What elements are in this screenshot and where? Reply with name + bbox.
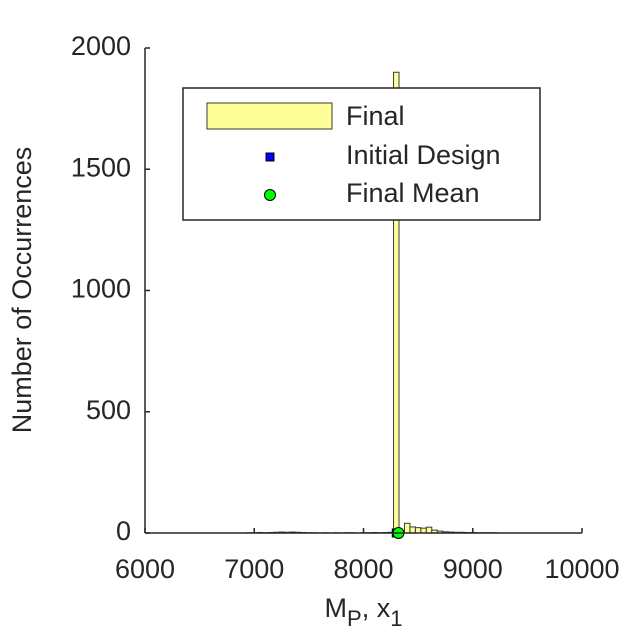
legend-label: Final Mean bbox=[346, 178, 480, 208]
x-axis-label: MP, x1 bbox=[325, 593, 403, 631]
x-tick-label: 6000 bbox=[115, 554, 175, 584]
legend-label: Initial Design bbox=[346, 140, 501, 170]
legend-marker bbox=[265, 152, 275, 162]
x-axis-label-part: M bbox=[325, 593, 348, 623]
legend-box bbox=[182, 87, 541, 221]
x-tick-label: 9000 bbox=[443, 554, 503, 584]
x-tick-label: 8000 bbox=[333, 554, 393, 584]
x-axis-label-part: , x bbox=[362, 593, 391, 623]
x-tick-label: 10000 bbox=[544, 554, 619, 584]
y-tick-label: 1500 bbox=[71, 152, 131, 182]
x-axis-label-part: P bbox=[347, 606, 362, 631]
y-axis-label: Number of Occurrences bbox=[7, 147, 37, 434]
x-tick-label: 7000 bbox=[224, 554, 284, 584]
bar bbox=[409, 526, 416, 534]
bar bbox=[425, 526, 433, 534]
bar bbox=[414, 527, 422, 534]
y-tick-label: 0 bbox=[116, 516, 131, 546]
x-axis-label-part: 1 bbox=[390, 606, 402, 631]
legend-label: Final bbox=[346, 101, 405, 131]
legend: Final Initial Design Final Mean bbox=[182, 87, 541, 221]
y-tick-label: 500 bbox=[86, 395, 131, 425]
bar bbox=[403, 522, 411, 534]
y-tick-label: 2000 bbox=[71, 31, 131, 61]
legend-marker bbox=[264, 189, 276, 201]
legend-swatch bbox=[206, 102, 333, 130]
y-tick-label: 1000 bbox=[71, 274, 131, 304]
